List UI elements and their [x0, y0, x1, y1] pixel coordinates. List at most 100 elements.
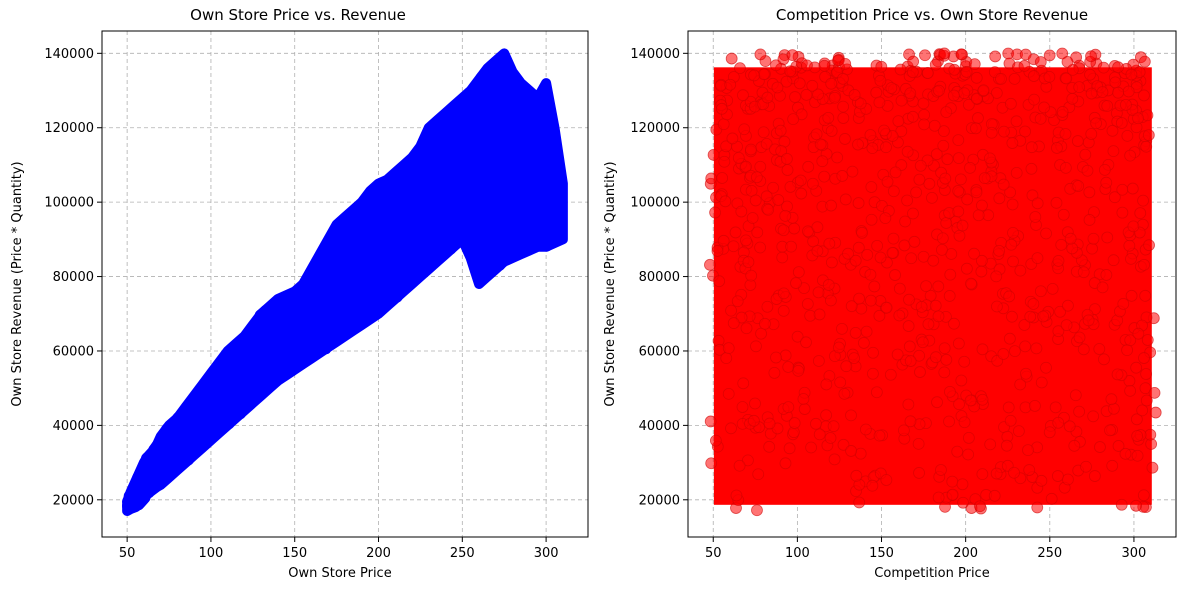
scatter-point: [198, 390, 210, 402]
scatter-point: [1030, 342, 1043, 355]
scatter-point: [1112, 440, 1125, 452]
scatter-point: [1038, 101, 1050, 114]
scatter-point: [757, 68, 770, 81]
scatter-point: [528, 180, 540, 192]
scatter-point: [384, 232, 396, 244]
scatter-point: [709, 434, 722, 447]
scatter-point: [760, 190, 773, 203]
scatter-point: [1028, 93, 1041, 106]
scatter-point: [881, 175, 894, 188]
scatter-point: [1062, 299, 1074, 312]
scatter-point: [1046, 282, 1059, 295]
scatter-point: [825, 77, 838, 90]
scatter-point: [1010, 166, 1023, 179]
scatter-point: [1107, 254, 1120, 267]
scatter-point: [1006, 198, 1019, 211]
scatter-point: [975, 265, 988, 278]
scatter-point: [1035, 474, 1048, 487]
scatter-point: [1072, 180, 1085, 192]
scatter-point: [504, 250, 516, 262]
x-tick-label: 150: [282, 546, 307, 561]
scatter-point: [1062, 473, 1074, 486]
scatter-point: [789, 91, 801, 103]
scatter-point: [1084, 68, 1096, 81]
scatter-point: [885, 82, 898, 94]
scatter-point: [1018, 319, 1031, 331]
scatter-point: [1138, 55, 1151, 68]
y-axis-ticks: 20000 40000 60000 80000 100000 120000 140000: [630, 47, 688, 508]
scatter-point: [845, 300, 858, 313]
scatter-point: [486, 180, 498, 192]
scatter-point: [720, 352, 733, 365]
scatter-point: [1003, 290, 1016, 303]
scatter-point: [779, 457, 792, 470]
scatter-point: [800, 336, 812, 349]
scatter-point: [880, 141, 892, 154]
scatter-point: [534, 155, 546, 167]
scatter-point: [792, 364, 805, 377]
scatter-point: [776, 251, 789, 264]
scatter-point: [759, 317, 771, 330]
scatter-point: [837, 100, 850, 113]
scatter-point: [944, 385, 956, 398]
scatter-point: [1050, 196, 1063, 209]
scatter-point: [919, 49, 931, 62]
scatter-point: [989, 50, 1002, 63]
scatter-point: [813, 428, 826, 441]
scatter-point: [424, 217, 436, 229]
scatter-point: [845, 409, 857, 422]
scatter-point: [1059, 161, 1072, 174]
scatter-point: [704, 258, 716, 271]
scatter-point: [1035, 376, 1048, 389]
scatter-point: [323, 338, 335, 350]
scatter-point: [1119, 447, 1132, 460]
scatter-point: [458, 234, 470, 246]
scatter-point: [857, 337, 870, 349]
scatter-point: [514, 215, 526, 227]
chart-competition-price-vs-revenue: Competition Price vs. Own Store Revenue …: [603, 6, 1177, 581]
scatter-point: [792, 266, 805, 278]
scatter-point: [1123, 239, 1136, 252]
scatter-point: [1063, 420, 1076, 433]
scatter-point: [783, 442, 796, 455]
scatter-point: [201, 379, 213, 391]
scatter-point: [1077, 266, 1090, 279]
scatter-point: [533, 125, 545, 137]
scatter-point: [457, 130, 469, 142]
scatter-point: [970, 71, 983, 84]
scatter-point: [408, 248, 420, 260]
scatter-point: [1052, 416, 1065, 429]
scatter-point: [839, 133, 851, 145]
scatter-point: [233, 384, 245, 396]
scatter-point: [768, 366, 781, 379]
scatter-point: [1064, 232, 1077, 245]
scatter-point: [864, 268, 877, 281]
scatter-point: [1066, 92, 1079, 105]
scatter-point: [752, 468, 765, 481]
y-tick-label: 60000: [53, 344, 94, 359]
scatter-point: [810, 417, 822, 430]
scatter-point: [921, 67, 934, 79]
scatter-point: [824, 432, 837, 444]
scatter-point: [845, 445, 857, 457]
scatter-point: [901, 194, 914, 207]
scatter-point: [848, 352, 860, 365]
scatter-point: [1079, 148, 1092, 161]
scatter-point: [549, 153, 561, 165]
scatter-point: [905, 252, 918, 265]
scatter-point: [867, 346, 879, 359]
scatter-point: [281, 317, 293, 329]
scatter-point: [976, 393, 989, 406]
scatter-point: [1002, 401, 1015, 414]
scatter-point: [755, 327, 767, 340]
scatter-point: [274, 310, 286, 322]
scatter-point: [825, 199, 837, 212]
scatter-point: [797, 393, 810, 405]
scatter-point: [956, 478, 969, 491]
scatter-point: [822, 111, 835, 124]
scatter-point: [870, 86, 883, 99]
scatter-point: [462, 243, 474, 255]
scatter-point: [498, 221, 510, 233]
scatter-point: [1134, 207, 1147, 220]
scatter-point: [1087, 232, 1100, 245]
